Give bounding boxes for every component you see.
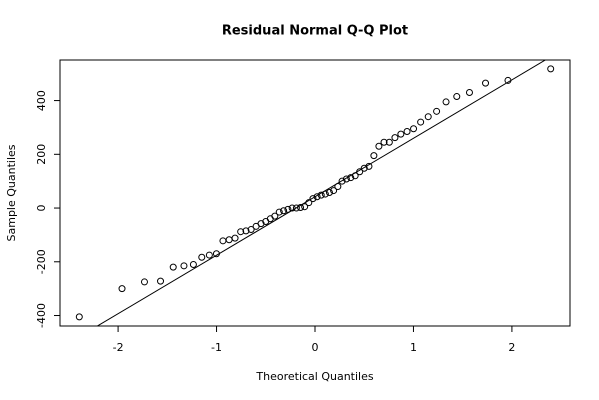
y-tick-label: 0: [35, 205, 48, 212]
point: [275, 208, 283, 216]
point: [305, 199, 313, 207]
y-axis-label: Sample Quantiles: [5, 144, 18, 241]
point: [140, 278, 148, 286]
chart-title: Residual Normal Q-Q Plot: [222, 24, 408, 39]
point: [351, 172, 359, 180]
x-axis-label: Theoretical Quantiles: [255, 370, 373, 383]
y-tick-label: -400: [35, 303, 48, 328]
point: [237, 228, 245, 236]
point: [75, 313, 83, 321]
point: [284, 205, 292, 213]
point: [365, 162, 373, 170]
point: [271, 212, 279, 220]
point: [198, 253, 206, 261]
point: [417, 118, 425, 126]
point: [338, 177, 346, 185]
point: [433, 107, 441, 115]
point: [297, 204, 305, 212]
point: [225, 236, 233, 244]
point: [301, 203, 309, 211]
y-tick-label: 400: [35, 90, 48, 111]
y-tick-label: -200: [35, 249, 48, 274]
point: [231, 234, 239, 242]
point: [280, 207, 288, 215]
point: [342, 175, 350, 183]
point: [442, 98, 450, 106]
point: [219, 237, 227, 245]
x-tick-label: -1: [211, 341, 222, 354]
point: [309, 195, 317, 203]
point: [325, 188, 333, 196]
y-tick-label: 200: [35, 144, 48, 165]
x-tick-label: -2: [113, 341, 124, 354]
point: [321, 190, 329, 198]
point: [313, 193, 321, 201]
point: [330, 187, 338, 195]
point: [212, 250, 220, 258]
point: [189, 260, 197, 268]
x-tick-label: 1: [410, 341, 417, 354]
point: [424, 113, 432, 121]
point: [180, 262, 188, 270]
point: [118, 285, 126, 293]
point: [391, 134, 399, 142]
point: [547, 65, 555, 73]
point: [403, 127, 411, 135]
point: [465, 89, 473, 97]
x-tick-label: 0: [312, 341, 319, 354]
point: [397, 130, 405, 138]
point: [157, 277, 165, 285]
point: [385, 138, 393, 146]
point: [410, 125, 418, 133]
point: [247, 226, 255, 234]
point: [288, 204, 296, 212]
point: [504, 76, 512, 84]
point: [482, 79, 490, 87]
point: [370, 152, 378, 160]
point: [317, 191, 325, 199]
point: [205, 251, 213, 259]
point: [380, 138, 388, 146]
point: [266, 215, 274, 223]
point: [360, 164, 368, 172]
point: [242, 227, 250, 235]
point: [375, 142, 383, 150]
x-tick-label: 2: [508, 341, 515, 354]
point: [292, 204, 300, 212]
point: [169, 263, 177, 271]
point: [453, 93, 461, 101]
point: [347, 174, 355, 182]
point: [334, 183, 342, 191]
point: [356, 168, 364, 176]
plot-frame: [59, 59, 571, 327]
